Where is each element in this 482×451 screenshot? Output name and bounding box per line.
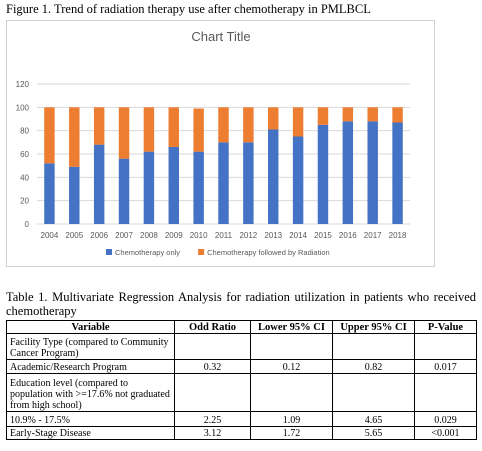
value-cell: 0.12 [250, 359, 333, 374]
value-cell: 2.25 [174, 411, 251, 427]
table-header-row: Variable Odd Ratio Lower 95% CI Upper 95% C… [6, 320, 477, 334]
x-tick-label: 2016 [339, 231, 357, 240]
table-caption: Table 1. Multivariate Regression Analysi… [6, 290, 476, 318]
column-header: Odd Ratio [174, 320, 251, 334]
bar-segment [93, 107, 105, 145]
bar-segment [243, 142, 254, 224]
value-cell [250, 373, 333, 412]
variable-cell: 10.9% - 17.5% [6, 411, 175, 427]
table-row: 10.9% - 17.5% 2.25 1.09 4.65 0.029 [6, 411, 477, 427]
y-tick-label: 40 [20, 173, 29, 182]
value-cell [414, 333, 477, 360]
table-row: Early-Stage Disease 3.12 1.72 5.65 <0.001 [6, 426, 477, 440]
bar-segment [143, 107, 155, 152]
y-tick-label: 0 [25, 220, 30, 229]
x-tick-label: 2013 [264, 231, 282, 240]
table-row: Academic/Research Program 0.32 0.12 0.82 0.0… [6, 359, 477, 374]
bar-segment [392, 122, 403, 224]
bar-segment [193, 108, 204, 152]
x-tick-label: 2009 [165, 231, 183, 240]
bar-segment [118, 158, 130, 224]
bar-segment [44, 163, 55, 224]
bar-segment [143, 151, 155, 224]
bar-segment [317, 107, 329, 125]
value-cell [332, 333, 415, 360]
value-cell: 3.12 [174, 426, 251, 440]
y-tick-label: 20 [20, 197, 29, 206]
x-tick-label: 2007 [115, 231, 133, 240]
bar-segment [193, 151, 204, 224]
bar-segment [292, 136, 304, 224]
value-cell [414, 373, 477, 412]
y-tick-label: 80 [20, 127, 29, 136]
value-cell [332, 373, 415, 412]
value-cell: 5.65 [332, 426, 415, 440]
bar-segment [93, 144, 105, 224]
bar-segment [218, 107, 229, 143]
variable-cell: Facility Type (compared to Community Can… [6, 333, 175, 360]
x-tick-label: 2017 [364, 231, 382, 240]
bar-segment [392, 107, 403, 123]
legend-swatch [198, 249, 205, 255]
bar-segment [218, 142, 229, 224]
value-cell: 1.09 [250, 411, 333, 427]
value-cell: 0.017 [414, 359, 477, 374]
column-header: Lower 95% CI [250, 320, 333, 334]
x-tick-label: 2015 [314, 231, 332, 240]
value-cell: 0.82 [332, 359, 415, 374]
bar-segment [317, 124, 329, 224]
column-header: P-Value [414, 320, 477, 334]
x-tick-label: 2014 [289, 231, 307, 240]
bar-segment [69, 166, 80, 224]
x-tick-label: 2005 [65, 231, 83, 240]
value-cell [174, 333, 251, 360]
variable-cell: Education level (compared to population … [6, 373, 175, 412]
column-header: Variable [6, 320, 175, 334]
value-cell: 1.72 [250, 426, 333, 440]
table-row: Education level (compared to population … [6, 373, 477, 412]
x-tick-label: 2010 [190, 231, 208, 240]
figure-caption: Figure 1. Trend of radiation therapy use… [6, 2, 371, 16]
y-tick-label: 120 [16, 80, 30, 89]
bar-segment [69, 107, 80, 167]
bar-segment [168, 107, 179, 147]
bar-segment [367, 121, 378, 224]
table-row: Facility Type (compared to Community Can… [6, 333, 477, 360]
bar-segment [168, 147, 179, 224]
chart-title: Chart Title [191, 29, 250, 44]
y-tick-label: 60 [20, 150, 29, 159]
legend-label: Chemotherapy only [115, 248, 180, 257]
variable-cell: Early-Stage Disease [6, 426, 175, 440]
bar-segment [292, 107, 304, 137]
value-cell: 0.32 [174, 359, 251, 374]
regression-table: Variable Odd Ratio Lower 95% CI Upper 95% C… [6, 320, 477, 440]
y-tick-label: 100 [16, 103, 30, 112]
bar-segment [118, 107, 130, 159]
column-header: Upper 95% CI [332, 320, 415, 334]
value-cell: 0.029 [414, 411, 477, 427]
bar-segment [243, 107, 254, 143]
bar-segment [44, 107, 55, 164]
x-tick-label: 2011 [215, 231, 233, 240]
bar-segment [342, 107, 354, 122]
bar-segment [367, 107, 378, 122]
bar-segment [342, 121, 354, 224]
value-cell [174, 373, 251, 412]
x-tick-label: 2006 [90, 231, 108, 240]
legend-swatch [106, 249, 112, 255]
chart-frame: Chart Title 0 20 40 60 80 100 120 2004 2005 2006 2… [6, 20, 435, 267]
value-cell: 4.65 [332, 411, 415, 427]
stacked-bar-chart: Chart Title 0 20 40 60 80 100 120 2004 2005 2006 2… [16, 29, 410, 257]
bar-segment [268, 107, 279, 130]
bar-segment [268, 129, 279, 224]
legend-label: Chemotherapy followed by Radiation [207, 248, 330, 257]
value-cell [250, 333, 333, 360]
variable-cell: Academic/Research Program [6, 359, 175, 374]
x-tick-label: 2008 [140, 231, 158, 240]
x-tick-label: 2018 [389, 231, 407, 240]
x-tick-label: 2004 [41, 231, 59, 240]
value-cell: <0.001 [414, 426, 477, 440]
x-tick-label: 2012 [239, 231, 257, 240]
